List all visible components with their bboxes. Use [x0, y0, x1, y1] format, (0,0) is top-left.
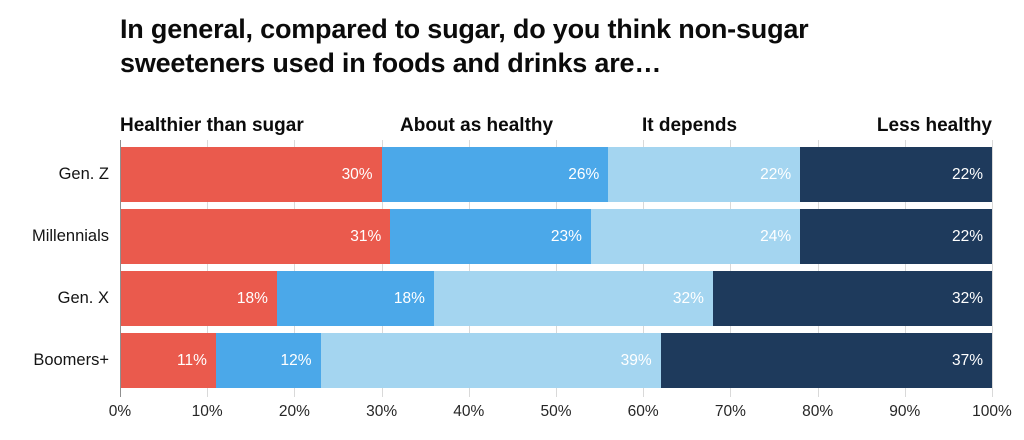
segment-value-label: 31% [350, 227, 382, 245]
segment-value-label: 11% [177, 351, 207, 369]
gridline [643, 140, 645, 397]
segment-value-label: 22% [951, 227, 983, 245]
bar-row: Boomers+ 11% 12% 39% 37% [0, 333, 992, 388]
bar-segment: 39% [320, 333, 661, 388]
bar-segment: 11% [120, 333, 216, 388]
bar-segment: 24% [590, 209, 801, 264]
legend-item-about-as-healthy: About as healthy [400, 115, 554, 136]
x-axis: 0% 10% 20% 30% 40% 50% 60% 70% 80% 90% 100% [109, 403, 1012, 425]
legend-item-it-depends: It depends [642, 115, 738, 136]
gridline [207, 140, 209, 397]
bar-segment: 22% [800, 209, 992, 264]
gridline [381, 140, 383, 397]
bar-segment: 30% [120, 147, 382, 202]
bar-row: Millennials 31% 23% 24% 22% [0, 209, 992, 264]
gridline [904, 140, 906, 397]
segment-value-label: 18% [236, 289, 268, 307]
x-tick-label: 90% [889, 403, 921, 420]
segment-value-label: 37% [951, 351, 983, 369]
stacked-bar: 30% 26% 22% 22% [120, 147, 992, 202]
gridline [730, 140, 732, 397]
axis-baseline [120, 140, 121, 397]
category-label: Millennials [31, 227, 109, 245]
bar-segment: 22% [608, 147, 801, 202]
gridline [468, 140, 470, 397]
bar-segment: 18% [120, 271, 277, 326]
chart-title: In general, compared to sugar, do you th… [120, 14, 809, 78]
x-tick-label: 40% [453, 403, 485, 420]
bar-segment: 23% [390, 209, 591, 264]
x-tick-label: 50% [540, 403, 572, 420]
bar-segment: 18% [276, 271, 434, 326]
gridline [817, 140, 819, 397]
x-tick-label: 30% [366, 403, 398, 420]
bar-segment: 32% [433, 271, 713, 326]
bar-row: Gen. Z 30% 26% 22% 22% [0, 147, 992, 202]
stacked-bar: 11% 12% 39% 37% [120, 333, 992, 388]
category-label: Gen. X [57, 289, 109, 307]
segment-value-label: 26% [568, 165, 600, 183]
bar-row: Gen. X 18% 18% 32% 32% [0, 271, 992, 326]
gridline [992, 140, 993, 397]
segment-value-label: 23% [550, 227, 582, 245]
segment-value-label: 12% [280, 351, 312, 369]
stacked-bar: 31% 23% 24% 22% [120, 209, 992, 264]
x-tick-label: 80% [802, 403, 834, 420]
bar-segment: 32% [712, 271, 992, 326]
x-tick-label: 100% [972, 403, 1012, 420]
category-label: Gen. Z [58, 165, 109, 183]
legend-item-healthier-than-sugar: Healthier than sugar [120, 115, 304, 136]
segment-value-label: 30% [341, 165, 373, 183]
gridline [294, 140, 296, 397]
x-tick-label: 20% [278, 403, 310, 420]
bar-segment: 26% [381, 147, 609, 202]
segment-value-label: 18% [393, 289, 425, 307]
segment-value-label: 22% [760, 165, 792, 183]
bar-segment: 37% [660, 333, 992, 388]
x-tick-label: 10% [191, 403, 223, 420]
bar-rows: Gen. Z 30% 26% 22% 22% Millennials 31% 23% 24% 22… [0, 147, 992, 395]
bar-segment: 31% [120, 209, 391, 264]
legend-item-less-healthy: Less healthy [876, 115, 992, 136]
segment-value-label: 32% [672, 289, 704, 307]
bar-segment: 22% [800, 147, 992, 202]
x-tick-label: 70% [714, 403, 746, 420]
stacked-bar: 18% 18% 32% 32% [120, 271, 992, 326]
x-tick-label: 60% [627, 403, 659, 420]
gridline [556, 140, 557, 397]
category-label: Boomers+ [33, 351, 109, 369]
segment-value-label: 22% [951, 165, 983, 183]
segment-value-label: 32% [951, 289, 983, 307]
plot-area [120, 140, 993, 397]
segment-value-label: 24% [760, 227, 792, 245]
x-tick-label: 0% [108, 403, 132, 420]
legend: Healthier than sugar About as healthy It… [120, 115, 992, 141]
bar-segment: 12% [215, 333, 321, 388]
segment-value-label: 39% [620, 351, 652, 369]
